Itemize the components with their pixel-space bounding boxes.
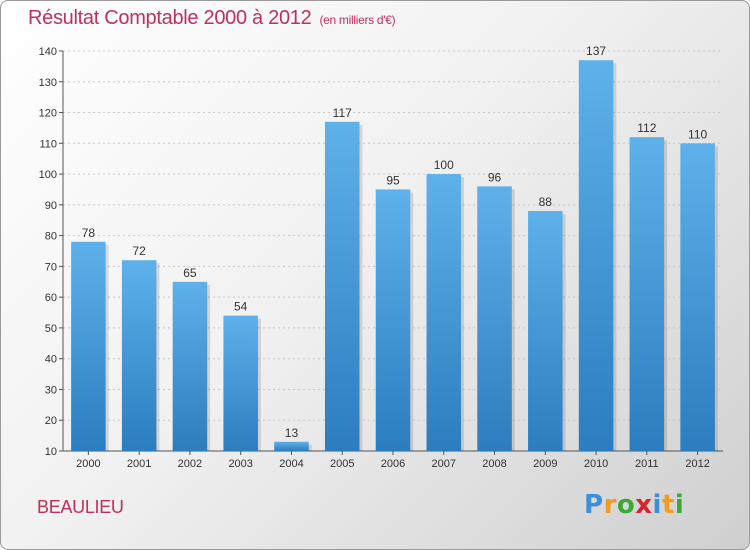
bar-value-label: 54	[234, 300, 248, 314]
bar-value-label: 72	[132, 244, 146, 258]
logo-letter: r	[603, 490, 617, 520]
chart-title: Résultat Comptable 2000 à 2012 (en millie…	[28, 7, 396, 30]
bar-value-label: 78	[82, 226, 96, 240]
bar	[578, 60, 614, 451]
chart-subtitle: (en milliers d'€)	[319, 13, 396, 27]
x-tick-label: 2011	[635, 458, 659, 470]
x-tick-label: 2000	[76, 458, 100, 470]
proxiti-logo: Proxiti	[584, 490, 684, 520]
bar	[375, 189, 411, 451]
logo-letter: x	[635, 490, 653, 520]
y-tick-label: 100	[39, 169, 57, 181]
title-text: Résultat Comptable 2000 à 2012	[28, 7, 312, 29]
bar	[223, 315, 258, 451]
y-tick-label: 50	[45, 323, 57, 335]
bar	[477, 186, 512, 451]
location-label: BEAULIEU	[37, 497, 124, 517]
x-tick-label: 2004	[279, 458, 303, 470]
bar-value-label: 110	[688, 127, 707, 141]
logo-letter: P	[584, 490, 604, 520]
bar	[274, 441, 309, 451]
bar-value-label: 117	[333, 106, 352, 120]
bar	[71, 241, 106, 451]
y-tick-label: 60	[45, 292, 57, 304]
x-tick-label: 2009	[533, 458, 557, 470]
x-tick-label: 2006	[381, 458, 405, 470]
x-tick-label: 2012	[685, 458, 709, 470]
y-tick-label: 10	[45, 446, 57, 458]
bar	[324, 121, 360, 452]
x-tick-label: 2008	[482, 458, 506, 470]
bar-value-label: 112	[637, 121, 656, 135]
y-tick-label: 90	[45, 200, 57, 212]
logo-letter: i	[652, 490, 662, 520]
x-tick-label: 2010	[584, 458, 608, 470]
logo-letter: t	[661, 490, 675, 520]
y-tick-label: 20	[45, 415, 57, 427]
y-tick-label: 80	[45, 231, 57, 243]
bar	[121, 260, 157, 451]
x-tick-label: 2005	[330, 458, 354, 470]
logo-letter: o	[616, 490, 636, 520]
x-tick-label: 2007	[432, 458, 456, 470]
x-tick-label: 2003	[228, 458, 252, 470]
bar	[426, 174, 462, 452]
bar-value-label: 65	[183, 266, 197, 280]
y-tick-label: 110	[39, 138, 57, 150]
bar-value-label: 88	[539, 195, 553, 209]
bar-value-label: 137	[586, 44, 606, 58]
x-tick-label: 2002	[178, 458, 202, 470]
x-tick-label: 2001	[127, 458, 151, 470]
y-tick-label: 130	[39, 77, 57, 89]
bar-value-label: 13	[285, 426, 299, 440]
y-tick-label: 40	[45, 354, 57, 366]
y-tick-label: 140	[39, 46, 57, 58]
logo-letter: i	[674, 490, 685, 520]
y-tick-label: 120	[39, 108, 57, 120]
bar	[528, 211, 563, 451]
bar-value-label: 96	[488, 170, 502, 184]
bar	[629, 137, 665, 451]
bar	[172, 281, 208, 451]
bar-value-label: 100	[434, 158, 454, 172]
bar	[680, 143, 715, 452]
bar-value-label: 95	[386, 173, 400, 187]
y-tick-label: 70	[45, 261, 57, 273]
y-tick-label: 30	[45, 384, 57, 396]
